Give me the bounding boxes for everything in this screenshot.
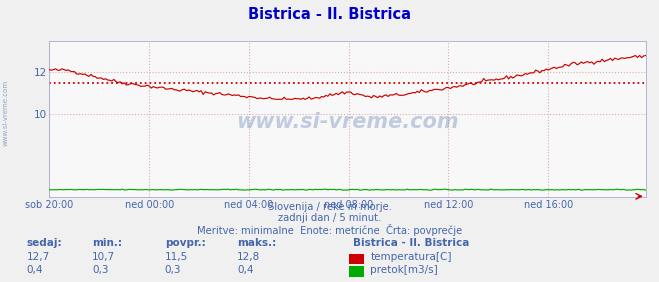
Text: pretok[m3/s]: pretok[m3/s] xyxy=(370,265,438,275)
Text: temperatura[C]: temperatura[C] xyxy=(370,252,452,262)
Text: povpr.:: povpr.: xyxy=(165,238,206,248)
Text: Slovenija / reke in morje.: Slovenija / reke in morje. xyxy=(268,202,391,212)
Text: Meritve: minimalne  Enote: metrične  Črta: povprečje: Meritve: minimalne Enote: metrične Črta:… xyxy=(197,224,462,236)
Text: maks.:: maks.: xyxy=(237,238,277,248)
Text: min.:: min.: xyxy=(92,238,123,248)
Text: 0,4: 0,4 xyxy=(26,265,43,275)
Text: 0,4: 0,4 xyxy=(237,265,254,275)
Text: 12,7: 12,7 xyxy=(26,252,49,262)
Text: www.si-vreme.com: www.si-vreme.com xyxy=(237,112,459,132)
Text: zadnji dan / 5 minut.: zadnji dan / 5 minut. xyxy=(278,213,381,223)
Text: 10,7: 10,7 xyxy=(92,252,115,262)
Text: 12,8: 12,8 xyxy=(237,252,260,262)
Text: Bistrica - Il. Bistrica: Bistrica - Il. Bistrica xyxy=(248,7,411,22)
Text: sedaj:: sedaj: xyxy=(26,238,62,248)
Text: 0,3: 0,3 xyxy=(92,265,109,275)
Text: 11,5: 11,5 xyxy=(165,252,188,262)
Text: 0,3: 0,3 xyxy=(165,265,181,275)
Text: www.si-vreme.com: www.si-vreme.com xyxy=(2,80,9,146)
Text: Bistrica - Il. Bistrica: Bistrica - Il. Bistrica xyxy=(353,238,469,248)
